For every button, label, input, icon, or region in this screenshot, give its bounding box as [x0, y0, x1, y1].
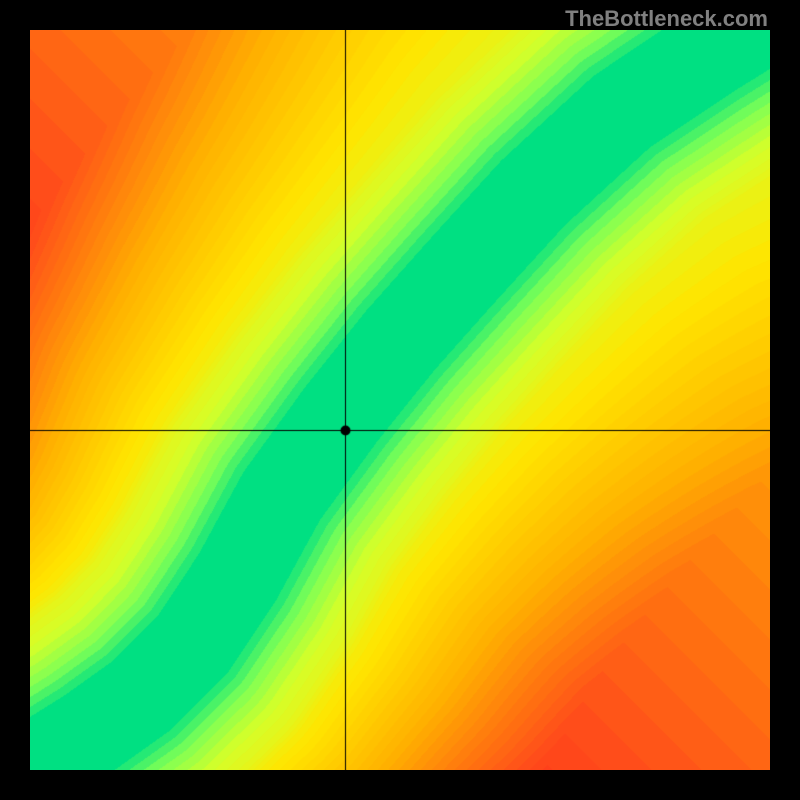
heatmap-canvas — [30, 30, 770, 770]
heatmap-plot — [30, 30, 770, 770]
watermark-text: TheBottleneck.com — [565, 6, 768, 32]
